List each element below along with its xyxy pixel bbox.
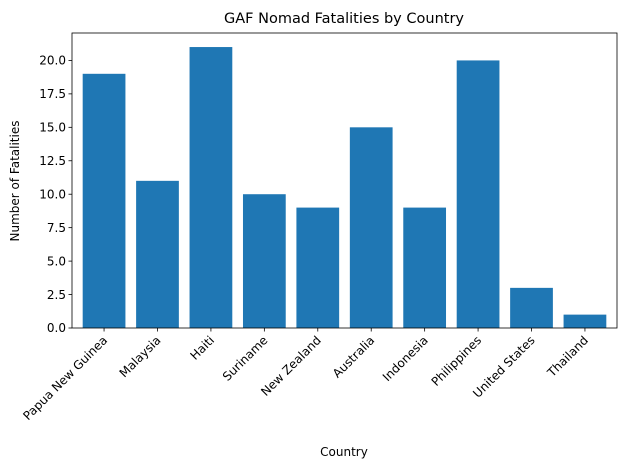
plot-frame [71,32,618,329]
x-tick-label: Thailand [544,333,591,380]
y-tick-label: 2.5 [47,288,66,302]
chart-title: GAF Nomad Fatalities by Country [224,11,464,27]
y-tick-label: 17.5 [39,87,66,101]
bar-suriname [242,194,286,328]
y-tick-label: 7.5 [47,221,66,235]
x-tick-label: Philippines [429,333,485,389]
bar-australia [349,127,393,328]
x-axis-title: Country [320,445,368,459]
x-tick-label: Malaysia [117,333,164,380]
x-tick-label: Suriname [220,333,271,384]
bar-united-states [510,287,553,328]
y-tick-label: 10.0 [39,187,66,201]
bar-new-zealand [296,207,340,328]
y-tick-label: 15.0 [39,121,66,135]
bar-philippines [456,60,500,329]
y-tick-label: 12.5 [39,154,66,168]
x-tick-label: Australia [330,333,377,380]
bar-papua-new-guinea [82,73,126,328]
y-tick-label: 5.0 [47,254,66,268]
bar-haiti [189,47,233,329]
bar-indonesia [403,207,447,328]
x-axis-ticks: Papua New Guinea Malaysia Haiti SurinameNew… [20,328,591,423]
y-axis-title: Number of Fatalities [8,121,22,242]
y-tick-label: 20.0 [39,54,66,68]
x-tick-label: Haiti [188,333,218,363]
y-axis-ticks: 0.0 2.5 5.0 7.5 10.0 12.5 15.0 17.5 20.0 [39,54,72,335]
y-tick-label: 0.0 [47,321,66,335]
x-tick-label: Indonesia [380,333,431,384]
bar-malaysia [136,180,179,328]
bars-group [82,47,607,329]
x-tick-label: Papua New Guinea [20,333,110,423]
bar-thailand [563,314,607,328]
